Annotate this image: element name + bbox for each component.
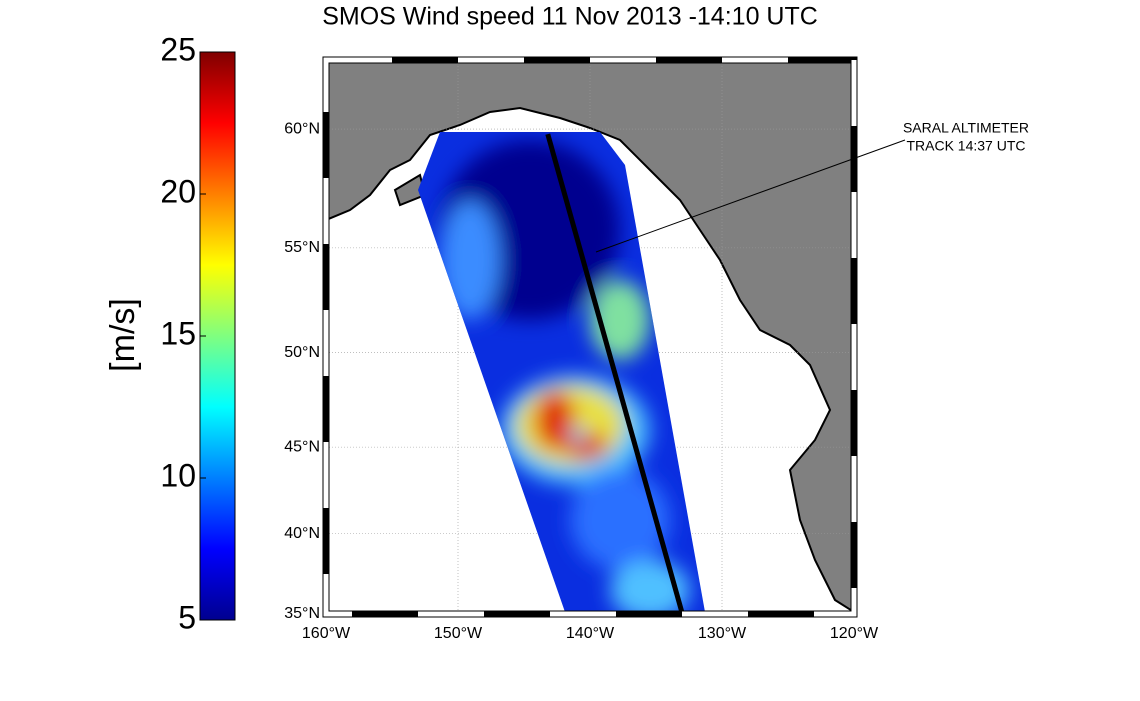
colorbar-ticks: 5 10 15 20 25 — [160, 31, 206, 635]
lat-tick-label: 60°N — [284, 120, 320, 137]
lat-tick-label: 35°N — [284, 605, 320, 622]
lat-tick-label: 45°N — [284, 438, 320, 455]
map — [326, 60, 854, 614]
lat-tick-label: 40°N — [284, 525, 320, 542]
colorbar-tick-label: 15 — [160, 315, 196, 351]
altimeter-track — [545, 133, 685, 614]
lon-tick-label: 140°W — [566, 625, 615, 642]
colorbar-tick-label: 25 — [160, 31, 196, 67]
colorbar-label: [m/s] — [104, 298, 142, 372]
colorbar-tick-label: 10 — [160, 457, 196, 493]
title: SMOS Wind speed 11 Nov 2013 -14:10 UTC — [322, 3, 818, 31]
colorbar-tick-label: 5 — [178, 599, 196, 635]
colorbar-tick-label: 20 — [160, 173, 196, 209]
lon-tick-label: 160°W — [302, 625, 351, 642]
lon-tick-label: 130°W — [698, 625, 747, 642]
annotation: TRACK 14:37 UTC — [906, 138, 1025, 154]
lat-tick-label: 50°N — [284, 344, 320, 361]
frame-pattern — [323, 57, 857, 617]
lon-tick-label: 120°W — [830, 625, 879, 642]
lon-tick-label: 150°W — [434, 625, 483, 642]
annotation: SARAL ALTIMETER — [903, 120, 1029, 136]
annotation-arrow — [595, 139, 906, 253]
lat-tick-label: 55°N — [284, 239, 320, 256]
